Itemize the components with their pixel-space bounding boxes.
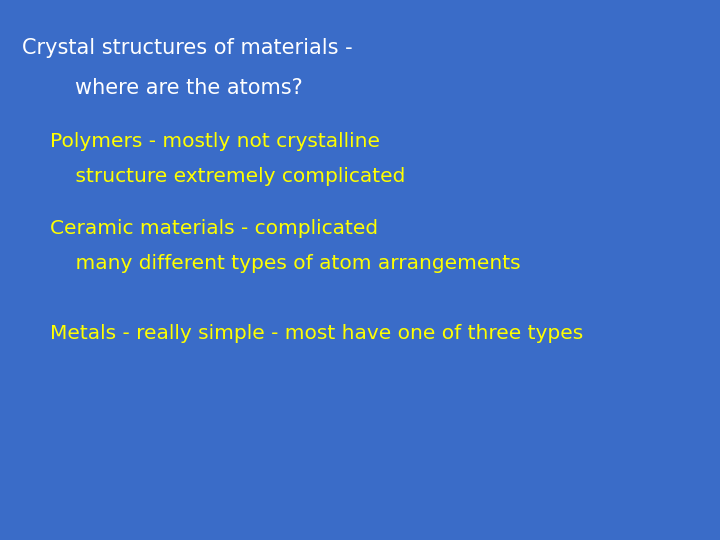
Text: Metals - really simple - most have one of three types: Metals - really simple - most have one o… xyxy=(50,324,584,343)
Text: where are the atoms?: where are the atoms? xyxy=(22,78,302,98)
Text: Polymers - mostly not crystalline: Polymers - mostly not crystalline xyxy=(50,132,380,151)
Text: Crystal structures of materials -: Crystal structures of materials - xyxy=(22,38,352,58)
Text: many different types of atom arrangements: many different types of atom arrangement… xyxy=(50,254,521,273)
Text: structure extremely complicated: structure extremely complicated xyxy=(50,167,406,186)
Text: Ceramic materials - complicated: Ceramic materials - complicated xyxy=(50,219,379,238)
